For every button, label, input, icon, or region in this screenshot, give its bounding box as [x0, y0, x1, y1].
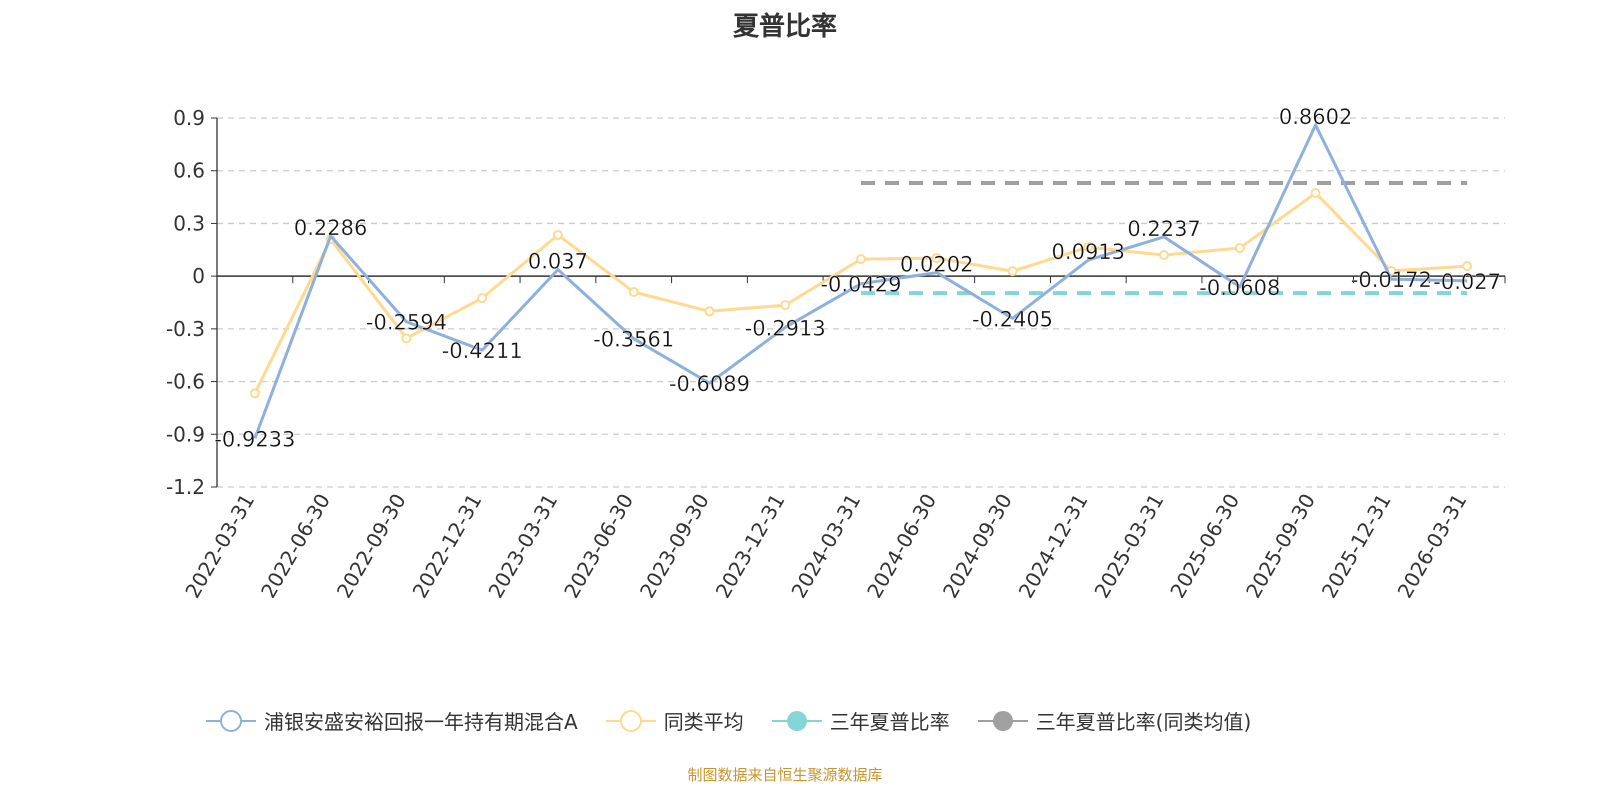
x-tick-label: 2025-09-30: [1241, 490, 1320, 603]
legend-3yr-icon: [771, 710, 822, 731]
peer-average-point: [1234, 243, 1245, 254]
x-tick-label: 2023-09-30: [635, 490, 714, 603]
data-label: -0.0172: [1351, 268, 1432, 292]
data-label: 0.0913: [1052, 240, 1125, 264]
peer-average-point: [1462, 261, 1473, 272]
data-label: 0.2286: [294, 216, 367, 240]
data-label: -0.6089: [669, 372, 750, 396]
x-tick-label: 2022-09-30: [332, 489, 411, 602]
data-label: 0.0202: [900, 253, 973, 277]
data-label: 0.037: [528, 250, 588, 274]
legend-item-3yr-sharpe-peer[interactable]: 三年夏普比率(同类均值): [977, 706, 1252, 735]
data-label: -0.4211: [442, 339, 523, 363]
x-tick-label: 2024-09-30: [938, 490, 1017, 603]
x-tick-label: 2022-12-31: [408, 490, 487, 603]
data-label: -0.3561: [593, 328, 674, 352]
peer-average-point: [1310, 188, 1321, 199]
legend-item-peer-average[interactable]: 同类平均: [605, 706, 744, 735]
y-tick-label: 0.3: [173, 211, 205, 235]
y-tick-label: -0.6: [166, 370, 205, 394]
legend-label: 浦银安盛安裕回报一年持有期混合A: [264, 710, 578, 734]
x-tick-label: 2023-03-31: [483, 490, 562, 603]
x-tick-label: 2026-03-31: [1393, 490, 1472, 603]
y-tick-label: 0: [192, 264, 205, 288]
fund-series-line: [253, 123, 1468, 439]
data-source-note: 制图数据来自恒生聚源数据库: [687, 766, 883, 784]
peer-average-point: [704, 306, 715, 317]
peer-average-point: [401, 333, 412, 344]
sharpe-ratio-chart: 0.90.60.30-0.3-0.6-0.9-1.22022-03-312022…: [166, 105, 1506, 603]
x-tick-label: 2022-03-31: [180, 490, 259, 603]
data-label: -0.9233: [214, 427, 295, 451]
x-tick-label: 2025-03-31: [1089, 490, 1168, 603]
data-label: -0.0608: [1199, 276, 1280, 300]
data-label: -0.027: [1433, 270, 1501, 294]
x-tick-label: 2024-03-31: [786, 490, 865, 603]
x-tick-label: 2023-12-31: [711, 490, 790, 603]
legend-label: 三年夏普比率(同类均值): [1035, 710, 1252, 734]
chart-title: 夏普比率: [732, 12, 837, 42]
legend-peer-icon: [605, 709, 656, 732]
peer-average-point: [780, 300, 791, 311]
x-tick-label: 2022-06-30: [256, 490, 335, 603]
peer-average-point: [552, 230, 563, 241]
peer-average-point: [1159, 250, 1170, 261]
legend-item-fund[interactable]: 浦银安盛安裕回报一年持有期混合A: [206, 706, 578, 735]
x-tick-label: 2024-12-31: [1014, 490, 1093, 603]
x-tick-label: 2025-06-30: [1165, 490, 1244, 603]
data-label: -0.0429: [820, 273, 901, 297]
legend-label: 同类平均: [663, 710, 744, 734]
legend: 浦银安盛安裕回报一年持有期混合A 同类平均 三年夏普比率 三年夏普比率(同类均值…: [206, 706, 1251, 735]
legend-fund-icon: [206, 709, 256, 732]
legend-item-3yr-sharpe[interactable]: 三年夏普比率: [771, 706, 950, 735]
y-tick-label: -1.2: [166, 475, 205, 499]
peer-average-point: [856, 254, 866, 265]
data-label: 0.2237: [1127, 217, 1200, 241]
y-tick-label: -0.9: [166, 422, 205, 446]
peer-average-point: [477, 293, 488, 304]
x-tick-label: 2025-12-31: [1317, 490, 1396, 603]
peer-average-point: [1083, 242, 1094, 253]
peer-average-point: [628, 286, 639, 297]
peer-average-point: [249, 388, 260, 399]
x-tick-label: 2023-06-30: [559, 490, 638, 603]
legend-3yr-peer-icon: [977, 710, 1028, 731]
x-tick-label: 2024-06-30: [862, 489, 941, 602]
y-tick-label: 0.9: [173, 106, 205, 130]
legend-label: 三年夏普比率: [829, 710, 950, 734]
data-label: -0.2405: [972, 307, 1053, 331]
peer-average-point: [931, 253, 942, 264]
data-label: 0.8602: [1279, 105, 1352, 129]
y-tick-label: 0.6: [173, 159, 205, 183]
peer-average-point: [1007, 266, 1018, 277]
y-tick-label: -0.3: [166, 317, 205, 341]
data-label: -0.2913: [745, 316, 826, 340]
data-label: -0.2594: [366, 311, 447, 335]
